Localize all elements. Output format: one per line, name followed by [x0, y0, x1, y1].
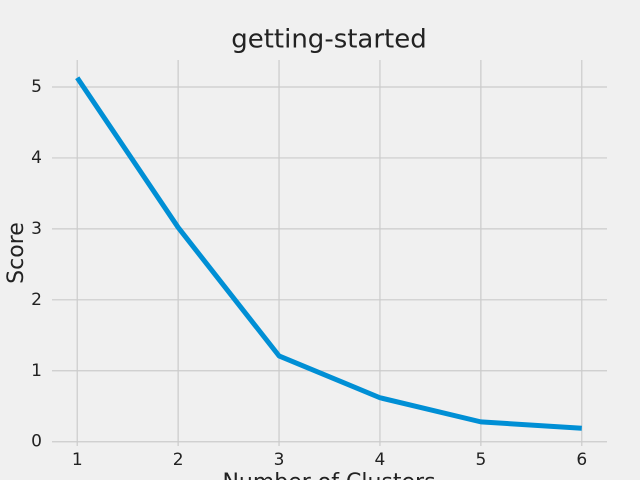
y-tick-label: 3 — [31, 219, 42, 239]
x-tick-label: 3 — [274, 450, 285, 470]
y-tick-label: 1 — [31, 361, 42, 381]
x-axis-label: Number of Clusters — [222, 470, 435, 480]
x-tick-label: 5 — [475, 450, 486, 470]
chart-title: getting-started — [231, 25, 427, 55]
x-tick-label: 4 — [375, 450, 386, 470]
x-tick-label: 2 — [173, 450, 184, 470]
y-tick-label: 5 — [31, 77, 42, 97]
x-tick-label: 1 — [72, 450, 83, 470]
y-tick-label: 2 — [31, 290, 42, 310]
y-axis-label: Score — [4, 222, 29, 284]
y-tick-label: 0 — [31, 432, 42, 452]
y-tick-label: 4 — [31, 148, 42, 168]
x-tick-label: 6 — [576, 450, 587, 470]
line — [75, 76, 582, 431]
